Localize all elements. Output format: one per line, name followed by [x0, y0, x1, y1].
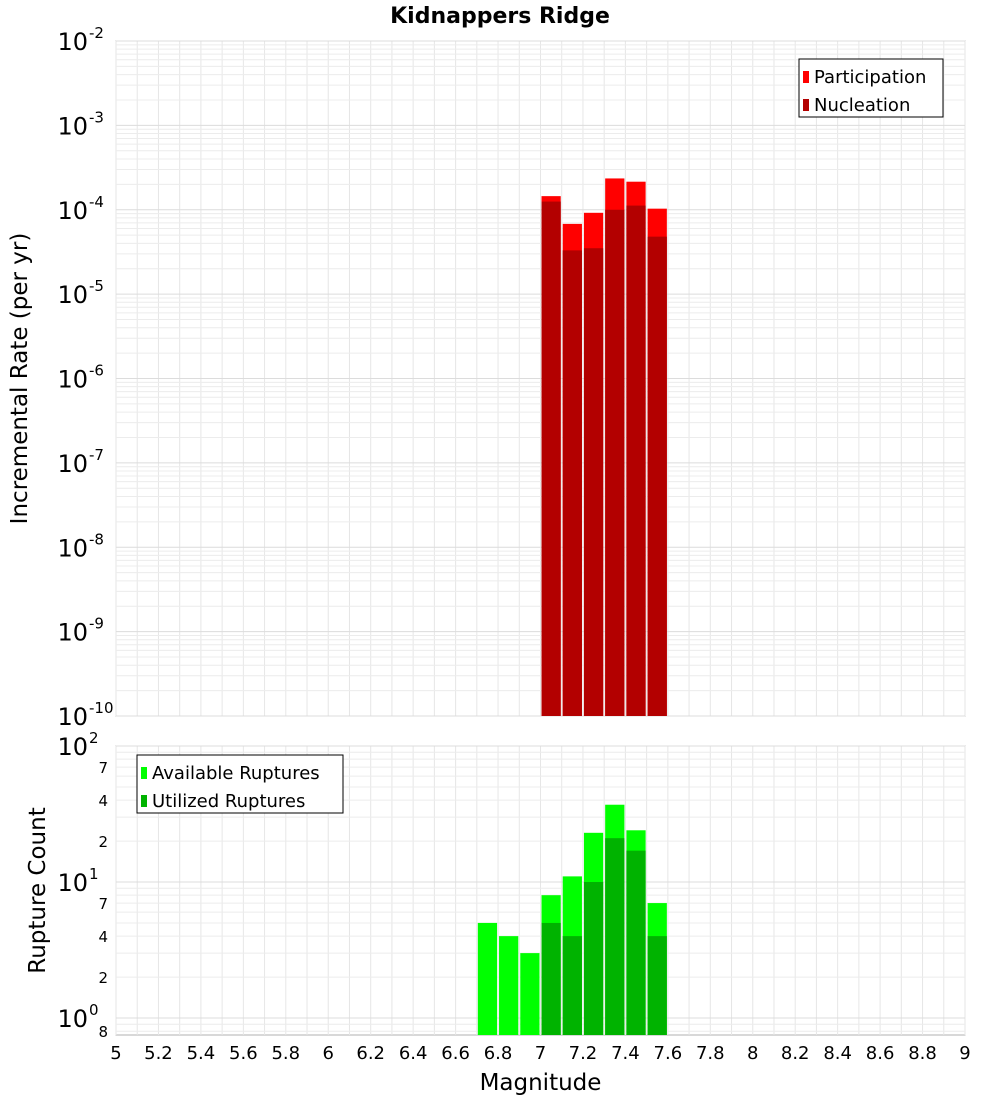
bottom-legend: Available Ruptures Utilized Ruptures [136, 754, 344, 814]
x-axis-label: Magnitude [480, 1070, 602, 1096]
top-bar-nucleation [541, 201, 561, 716]
y-minor-tick-label: 4 [98, 792, 108, 810]
x-tick-label: 5.4 [187, 1043, 216, 1064]
x-tick-label: 5.6 [229, 1043, 258, 1064]
y-minor-tick-label: 7 [98, 895, 108, 913]
y-tick-label: 10 [57, 534, 88, 562]
top-y-axis-label: Incremental Rate (per yr) [7, 233, 33, 525]
x-tick-label: 9 [959, 1043, 970, 1064]
y-tick-label: 10 [57, 703, 88, 731]
bottom-bar-available-ruptures [499, 936, 519, 1035]
bottom-legend-box [136, 754, 344, 814]
x-tick-label: 5 [110, 1043, 121, 1064]
y-minor-tick-label: 2 [98, 969, 108, 987]
y-tick-label: 10 [57, 112, 88, 140]
x-tick-label: 6.2 [356, 1043, 385, 1064]
bottom-y-axis-label: Rupture Count [25, 807, 51, 973]
top-bar-nucleation [605, 209, 625, 716]
x-tick-labels: 5 5.2 5.4 5.6 5.8 6 6.2 6.4 6.6 6.8 7 7.2 7.4 7.6 7.8 8… [110, 1043, 970, 1064]
top-gridlines [115, 40, 966, 717]
x-tick-label: 6.4 [399, 1043, 428, 1064]
y-tick-exponent: -9 [89, 615, 104, 633]
x-tick-label: 7.2 [569, 1043, 598, 1064]
y-tick-exponent: -7 [89, 446, 104, 464]
x-tick-label: 8 [747, 1043, 758, 1064]
y-tick-exponent: 1 [89, 865, 99, 883]
y-tick-label: 10 [57, 1005, 88, 1033]
x-tick-label: 6 [323, 1043, 334, 1064]
bottom-gridlines [115, 745, 966, 1035]
y-tick-label: 10 [57, 28, 88, 56]
bottom-bar-utilized-ruptures [605, 838, 625, 1035]
y-tick-exponent: 2 [89, 729, 99, 747]
y-tick-label: 10 [57, 281, 88, 309]
y-tick-exponent: -10 [89, 699, 114, 717]
top-bar-nucleation [562, 250, 582, 717]
bottom-bar-available-ruptures [477, 922, 498, 1035]
y-tick-exponent: -4 [89, 193, 104, 211]
bottom-bars [477, 804, 667, 1035]
top-bar-nucleation [583, 248, 604, 717]
x-tick-label: 7.6 [654, 1043, 683, 1064]
y-tick-exponent: -6 [89, 362, 104, 380]
y-tick-exponent: 0 [89, 1001, 99, 1019]
top-bar-nucleation [647, 236, 667, 716]
x-tick-label: 5.2 [144, 1043, 173, 1064]
y-tick-label: 10 [57, 619, 88, 647]
legend-swatch-nucleation [803, 99, 809, 111]
bottom-bar-utilized-ruptures [541, 922, 561, 1035]
x-tick-label: 5.8 [271, 1043, 300, 1064]
x-tick-label: 8.8 [908, 1043, 937, 1064]
y-minor-tick-label: 8 [98, 1023, 108, 1041]
legend-swatch-utilized-ruptures [141, 795, 147, 807]
bottom-bar-utilized-ruptures [583, 882, 604, 1035]
x-tick-label: 7.4 [611, 1043, 640, 1064]
legend-label-available-ruptures: Available Ruptures [152, 763, 320, 784]
x-tick-label: 8.6 [866, 1043, 895, 1064]
x-tick-label: 8.4 [823, 1043, 852, 1064]
x-tick-label: 7 [535, 1043, 546, 1064]
legend-label-utilized-ruptures: Utilized Ruptures [152, 791, 305, 812]
legend-label-participation: Participation [814, 67, 926, 88]
top-bars [541, 178, 667, 717]
bottom-bar-utilized-ruptures [626, 850, 646, 1035]
y-tick-label: 10 [57, 197, 88, 225]
y-minor-tick-label: 4 [98, 928, 108, 946]
top-legend: Participation Nucleation [798, 58, 944, 118]
y-tick-label: 10 [57, 869, 88, 897]
y-tick-exponent: -8 [89, 530, 104, 548]
y-tick-exponent: -3 [89, 108, 104, 126]
top-bar-nucleation [626, 205, 646, 716]
y-minor-tick-label: 2 [98, 833, 108, 851]
y-tick-label: 10 [57, 366, 88, 394]
legend-label-nucleation: Nucleation [814, 95, 910, 116]
y-tick-label: 10 [57, 733, 88, 761]
legend-swatch-available-ruptures [141, 767, 147, 779]
x-tick-label: 6.6 [441, 1043, 470, 1064]
bottom-bar-utilized-ruptures [562, 936, 582, 1035]
y-minor-tick-label: 7 [98, 759, 108, 777]
bottom-bar-utilized-ruptures [647, 936, 667, 1035]
top-legend-box [798, 58, 944, 118]
x-tick-label: 7.8 [696, 1043, 725, 1064]
chart-title: Kidnappers Ridge [390, 4, 610, 29]
y-tick-exponent: -2 [89, 24, 104, 42]
y-tick-label: 10 [57, 450, 88, 478]
x-tick-label: 8.2 [781, 1043, 810, 1064]
y-tick-exponent: -5 [89, 277, 104, 295]
x-tick-label: 6.8 [484, 1043, 513, 1064]
legend-swatch-participation [803, 71, 809, 83]
bottom-bar-available-ruptures [520, 953, 540, 1035]
